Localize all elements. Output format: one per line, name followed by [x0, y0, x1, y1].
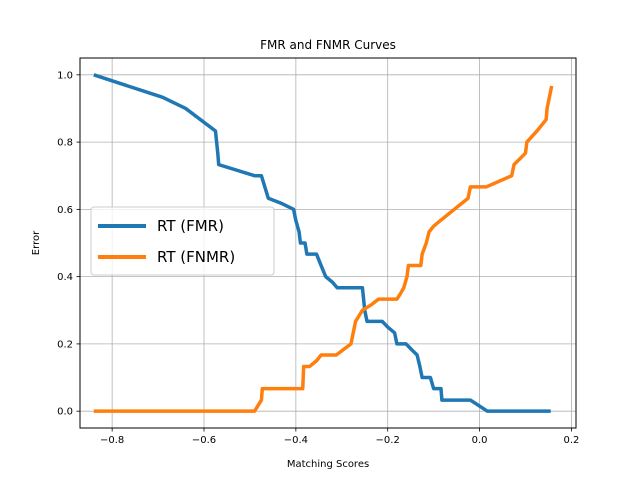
- y-tick-label: 0.0: [57, 407, 73, 418]
- x-tick-label: 0.0: [472, 435, 488, 446]
- legend-label-fnmr: RT (FNMR): [157, 248, 235, 266]
- x-tick-label: −0.6: [192, 435, 216, 446]
- y-tick-label: 0.4: [57, 272, 73, 283]
- y-axis-label: Error: [31, 230, 42, 255]
- x-axis-label: Matching Scores: [287, 459, 369, 470]
- legend: RT (FMR) RT (FNMR): [90, 206, 275, 276]
- x-tick-label: −0.2: [376, 435, 400, 446]
- x-tick-label: 0.2: [563, 435, 579, 446]
- axis-ticks: −0.8 −0.6 −0.4 −0.2 0.0 0.2 0.0 0.2 0.4 0.6 0.8 1.0: [57, 70, 579, 446]
- axes-frame: [79, 57, 577, 429]
- y-tick-label: 0.8: [57, 138, 73, 149]
- y-tick-label: 0.6: [57, 205, 73, 216]
- x-tick-label: −0.4: [284, 435, 308, 446]
- plot-series: [93, 73, 554, 413]
- legend-label-fmr: RT (FMR): [157, 217, 224, 235]
- series-line-fmr: [93, 73, 551, 413]
- y-tick-label: 1.0: [57, 70, 73, 81]
- x-tick-label: −0.8: [100, 435, 124, 446]
- series-line-fnmr: [93, 85, 554, 413]
- y-tick-label: 0.2: [57, 339, 73, 350]
- chart-title: FMR and FNMR Curves: [260, 38, 396, 52]
